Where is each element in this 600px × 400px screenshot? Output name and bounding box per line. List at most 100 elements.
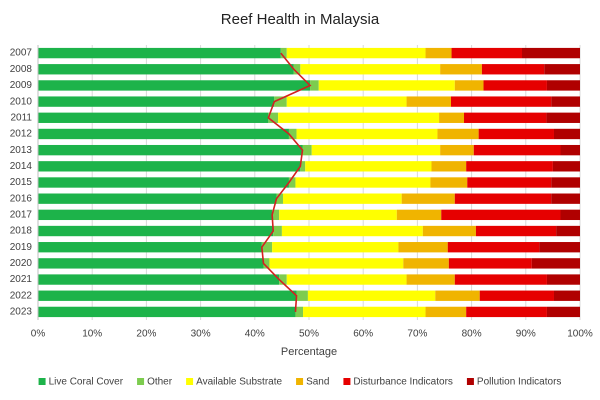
bar-segment [38,144,303,156]
bar-segment [454,274,547,285]
bar-segment [422,225,476,237]
bar-segment [553,128,580,140]
bar-segment [551,177,580,188]
bar-segment [38,306,296,318]
bar-segment [454,193,552,204]
bar-segment [440,144,474,156]
bar-segment [451,47,523,59]
legend-label: Other [147,377,173,388]
bar-segment [272,209,280,221]
bar-segment [38,290,297,301]
bar-segment [293,64,301,75]
bar-segment [38,258,264,269]
bar-segment [406,96,452,107]
bar-segment [268,112,279,123]
x-tick-label: 100% [567,329,593,340]
legend-label: Disturbance Indicators [353,377,453,388]
bar-segment [38,80,311,91]
y-tick-label: 2021 [10,274,33,285]
bar-segment [38,225,274,237]
legend-swatch [466,378,474,385]
bar-segment [473,144,561,156]
x-tick-label: 70% [407,329,427,340]
x-tick-label: 30% [191,329,211,340]
x-tick-label: 90% [516,329,536,340]
bar-segment [560,144,580,156]
bar-segment [437,128,479,140]
bar-segment [556,225,580,237]
bar-segment [302,144,312,156]
x-tick-label: 80% [462,329,482,340]
bar-segment [38,242,262,253]
bar-segment [286,47,426,59]
y-tick-label: 2022 [10,290,33,301]
bar-segment [269,258,404,269]
bar-segment [447,242,540,253]
bar-segment [552,161,580,172]
legend-swatch [38,378,46,385]
legend-label: Sand [306,377,329,388]
bar-segment [38,47,281,59]
bar-segment [295,177,431,188]
bar-segment [273,225,282,237]
bar-segment [475,225,557,237]
bar-segment [544,64,580,75]
bar-segment [448,258,532,269]
bar-segment [38,112,269,123]
bar-segment [551,193,580,204]
bar-segment [466,306,547,318]
bar-segment [279,209,397,221]
live-coral-line [261,52,312,312]
legend-label: Pollution Indicators [477,377,562,388]
bar-segment [483,80,547,91]
y-tick-label: 2010 [10,96,33,107]
x-tick-label: 50% [299,329,319,340]
y-tick-label: 2020 [10,258,33,269]
bar-segment [300,64,441,75]
bar-segment [466,161,553,172]
bar-segment [300,161,306,172]
y-tick-label: 2007 [10,48,33,59]
bar-segment [261,242,273,253]
bar-segment [522,47,580,59]
legend-swatch [186,378,194,385]
y-tick-label: 2012 [10,129,33,140]
bar-segment [296,290,308,301]
x-tick-label: 10% [82,329,102,340]
legend-label: Live Coral Cover [49,377,124,388]
bar-segment [295,306,304,318]
y-tick-label: 2013 [10,145,33,156]
bar-segment [278,112,440,123]
bar-segment [454,80,484,91]
bar-segment [464,112,547,123]
y-tick-label: 2015 [10,177,33,188]
bar-segment [440,64,482,75]
bar-segment [467,177,552,188]
bar-segment [546,80,580,91]
legend-label: Available Substrate [196,377,282,388]
y-tick-label: 2019 [10,242,33,253]
bar-segment [280,47,287,59]
bar-segment [403,258,449,269]
y-tick-label: 2023 [10,307,33,318]
bar-segment [303,306,426,318]
bar-segment [38,128,289,140]
bar-segment [551,96,580,107]
bar-segment [451,96,552,107]
y-tick-label: 2016 [10,193,33,204]
bar-segment [38,161,301,172]
bar-segment [531,258,580,269]
y-tick-label: 2008 [10,64,33,75]
legend: Live Coral Cover Other Available Substrate… [38,377,562,388]
bar-segment [431,161,467,172]
x-tick-label: 60% [353,329,373,340]
bar-segment [430,177,468,188]
legend-swatch [343,378,351,385]
bar-segment [401,193,455,204]
bar-segment [305,161,432,172]
y-tick-label: 2009 [10,80,33,91]
bar-segment [274,96,287,107]
bar-segment [38,96,275,107]
